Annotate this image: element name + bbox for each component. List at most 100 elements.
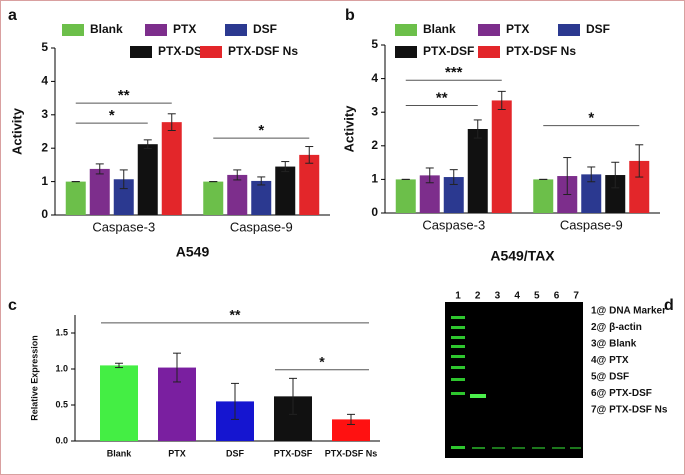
band	[512, 447, 525, 449]
band	[451, 345, 465, 348]
band	[451, 446, 465, 449]
y-tick-label: 0	[371, 205, 378, 219]
x-axis-label: A549/TAX	[490, 248, 555, 264]
band	[451, 355, 465, 358]
bar	[113, 179, 134, 215]
lane-label: 4	[514, 291, 520, 302]
band	[470, 394, 486, 398]
chart-0: 0 1 2 3 4 5 Activity A549 Caspase-3 Caspase-9 Blan…	[9, 22, 330, 260]
y-tick-label: 1	[41, 174, 48, 188]
legend-swatch	[478, 46, 500, 58]
panel-label: c	[8, 297, 17, 314]
lane-label: 7	[573, 291, 579, 302]
band	[472, 447, 485, 449]
band	[451, 392, 465, 395]
band	[492, 447, 505, 449]
y-axis-label: Activity	[9, 107, 24, 155]
x-tick-label: Caspase-3	[422, 217, 485, 232]
band	[552, 447, 565, 449]
error-bar	[115, 362, 123, 369]
bar	[581, 174, 602, 213]
error-bar	[119, 169, 128, 190]
band	[451, 316, 465, 319]
bar	[251, 180, 272, 215]
significance-label: ***	[445, 64, 463, 81]
error-bar	[449, 169, 458, 185]
legend-swatch	[62, 24, 84, 36]
gel-legend: 2@ β-actin	[591, 322, 642, 333]
y-tick-label: 0.5	[55, 399, 68, 409]
legend-label: Blank	[423, 22, 456, 36]
legend-label: DSF	[586, 22, 610, 36]
legend-swatch	[478, 24, 500, 36]
lane-label: 1	[455, 291, 461, 302]
chart-2: 0.0 0.5 1.0 1.5 Relative Expression Blank PTX D…	[29, 307, 380, 458]
legend-label: Blank	[90, 22, 123, 36]
band	[451, 336, 465, 339]
bar	[395, 179, 416, 213]
bar	[65, 181, 86, 215]
x-tick-label: Caspase-9	[230, 219, 293, 234]
bar	[419, 175, 440, 213]
bar	[203, 181, 224, 215]
legend-swatch	[558, 24, 580, 36]
y-tick-label: 1	[371, 172, 378, 186]
x-tick-label: Caspase-3	[92, 219, 155, 234]
error-bar	[587, 166, 596, 183]
y-tick-label: 0.0	[55, 435, 68, 445]
error-bar	[281, 161, 290, 173]
y-tick-label: 0	[41, 207, 48, 221]
x-tick-label: PTX-DSF Ns	[325, 448, 378, 458]
legend-label: PTX	[506, 22, 529, 36]
significance-label: **	[436, 89, 448, 106]
error-bar	[231, 382, 239, 420]
error-bar	[563, 157, 572, 196]
error-bar	[257, 176, 266, 186]
y-tick-label: 3	[371, 104, 378, 118]
gel-legend: 1@ DNA Marker	[591, 306, 666, 317]
lane-label: 2	[475, 291, 481, 302]
error-bar	[173, 352, 181, 383]
bar	[443, 177, 464, 213]
y-tick-label: 4	[41, 74, 48, 88]
significance-label: *	[588, 110, 594, 127]
bar	[467, 129, 488, 213]
y-tick-label: 2	[41, 140, 48, 154]
significance-label: **	[230, 307, 241, 323]
bar	[137, 144, 158, 215]
bar	[89, 168, 110, 215]
bar	[275, 166, 296, 215]
error-bar	[473, 119, 482, 139]
legend-label: PTX-DSF	[423, 44, 474, 58]
bar	[332, 419, 370, 441]
bar	[299, 154, 320, 215]
error-bar	[635, 144, 644, 178]
x-tick-label: DSF	[226, 448, 245, 458]
lane-label: 5	[534, 291, 540, 302]
error-bar	[95, 163, 104, 175]
significance-label: *	[319, 353, 325, 369]
error-bar	[143, 139, 152, 150]
error-bar	[305, 146, 314, 164]
error-bar	[289, 377, 297, 415]
x-tick-label: PTX-DSF	[274, 448, 313, 458]
legend-label: DSF	[253, 22, 277, 36]
error-bar	[497, 90, 506, 111]
legend-label: PTX-DSF Ns	[506, 44, 576, 58]
bar	[227, 174, 248, 215]
bar	[533, 179, 554, 213]
x-tick-label: PTX	[168, 448, 186, 458]
gel-legend: 3@ Blank	[591, 339, 637, 350]
lane-label: 6	[554, 291, 560, 302]
legend-swatch	[200, 46, 222, 58]
y-tick-label: 1.0	[55, 363, 68, 373]
gel-panel: 1 2 3 4 5 6 7 1@ DNA Marker 2@ β-actin 3@ Blank 4@…	[445, 291, 668, 458]
error-bar	[167, 113, 176, 131]
x-tick-label: Blank	[107, 448, 133, 458]
legend-swatch	[395, 46, 417, 58]
band	[451, 326, 465, 329]
y-axis-label: Activity	[341, 105, 356, 153]
band	[451, 378, 465, 381]
x-axis-label: A549	[176, 244, 210, 260]
